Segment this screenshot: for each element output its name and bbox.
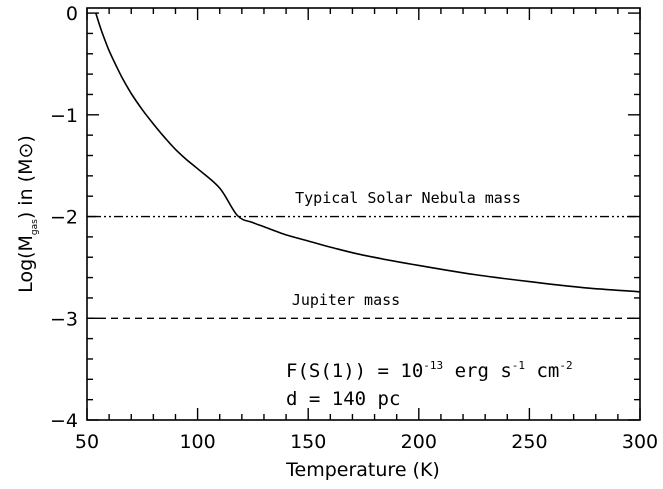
y-axis-title: Log(Mgas) in (M⊙) xyxy=(15,135,40,293)
hline-label-jupiter: Jupiter mass xyxy=(292,291,400,309)
x-tick-label: 200 xyxy=(401,431,437,453)
y-tick-label: −3 xyxy=(50,308,78,330)
x-tick-label: 250 xyxy=(511,431,547,453)
y-tick-label: −1 xyxy=(50,105,78,127)
y-tick-label: −2 xyxy=(50,207,78,229)
x-tick-label: 50 xyxy=(75,431,99,453)
x-tick-label: 150 xyxy=(290,431,326,453)
x-tick-label: 100 xyxy=(179,431,215,453)
reference-lines xyxy=(87,215,640,319)
y-axis-ticks: 0 −1 −2 −3 −4 xyxy=(50,3,640,432)
x-axis-ticks: 50 100 150 200 250 300 xyxy=(75,8,658,453)
y-tick-label: −4 xyxy=(50,410,78,432)
x-axis-title: Temperature (K) xyxy=(285,459,440,481)
series-line-mass-curve xyxy=(95,12,641,293)
hline-label-solar-nebula: Typical Solar Nebula mass xyxy=(295,189,521,207)
distance-annotation: d = 140 pc xyxy=(286,388,400,410)
plot-frame xyxy=(86,7,641,421)
flux-annotation: F(S(1)) = 10-13 erg s-1 cm-2 xyxy=(286,359,573,382)
y-tick-label: 0 xyxy=(66,3,78,25)
x-tick-label: 300 xyxy=(622,431,658,453)
